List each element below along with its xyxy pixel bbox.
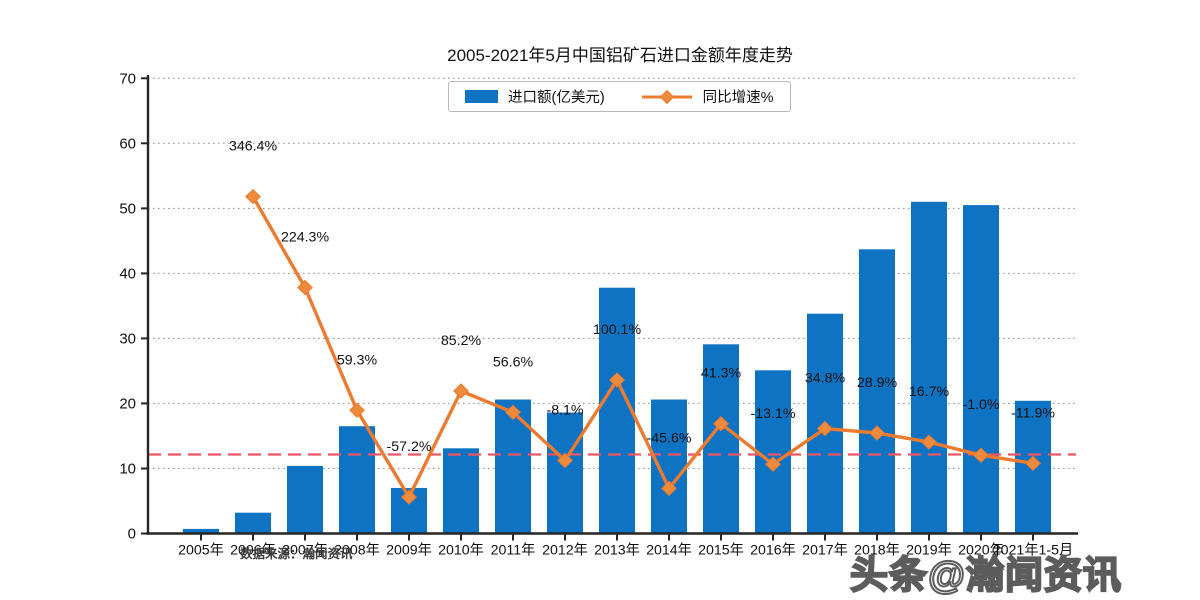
legend-item-import-amount: 进口额(亿美元) [465,86,605,107]
legend-item-growth-rate: 同比增速% [641,86,774,107]
bar [287,465,323,534]
growth-data-label: 28.9% [857,375,898,391]
bar [963,205,999,534]
growth-marker-icon [349,402,365,418]
chart-title: 2005-2021年5月中国铝矿石进口金额年度走势 [447,46,793,65]
growth-marker-icon [817,420,833,437]
growth-marker-icon [973,447,989,463]
bar [339,426,375,534]
growth-marker-icon [713,416,729,432]
x-tick-label: 2020年 [958,543,1004,559]
bar [911,201,947,534]
growth-data-label: -13.1% [751,406,796,422]
growth-data-label: 224.3% [281,230,330,246]
y-tick-label: 10 [119,461,136,478]
growth-marker-icon [921,434,937,450]
bar [755,370,791,534]
bar-swatch-icon [465,90,498,103]
x-tick-label: 2019年 [906,543,952,559]
watermark: 头条@瀚闻资讯 [849,554,1123,598]
x-tick-label: 2016年 [750,543,796,559]
source-note: 数据来源：瀚闻资讯 [240,547,353,561]
bar [599,287,635,534]
growth-marker-icon [245,188,261,205]
bar [443,448,479,534]
growth-marker-icon [557,452,573,469]
x-tick-label: 2010年 [438,543,484,559]
x-tick-label: 2011年 [491,543,536,559]
y-tick-label: 0 [128,526,136,543]
growth-data-label: 34.8% [805,371,846,387]
growth-data-label: -8.1% [546,403,583,419]
bar [651,399,687,534]
x-tick-label: 2007年 [282,543,328,559]
growth-marker-icon [661,480,677,497]
bar [183,528,219,534]
y-tick-label: 60 [119,136,136,153]
x-tick-label: 2014年 [646,543,692,559]
growth-marker-icon [505,404,521,420]
bar [859,249,895,534]
legend-bar-label: 进口额(亿美元) [508,90,605,106]
growth-data-label: 59.3% [337,352,378,368]
x-tick-label: 2021年1-5月 [993,543,1073,559]
growth-marker-icon [401,489,417,505]
growth-data-label: 41.3% [701,366,742,382]
growth-data-label: 100.1% [593,322,642,338]
x-tick-label: 2013年 [594,543,640,559]
x-tick-label: 2006年 [230,543,276,559]
bar [235,512,271,534]
growth-data-label: 346.4% [229,139,278,155]
x-tick-label: 2008年 [334,543,380,559]
x-tick-label: 2005年 [178,543,224,559]
growth-marker-icon [765,456,781,472]
bar [547,412,583,534]
line-diamond-marker-icon [641,89,692,104]
y-tick-label: 70 [119,71,136,88]
growth-data-label: 85.2% [441,333,482,349]
y-tick-label: 40 [119,266,136,283]
x-tick-label: 2017年 [802,543,848,559]
growth-marker-icon [869,425,885,441]
growth-marker-icon [609,372,625,388]
growth-data-label: -45.6% [647,430,692,446]
x-tick-label: 2015年 [698,543,744,559]
growth-data-label: 16.7% [909,384,950,400]
x-tick-label: 2009年 [386,543,432,559]
x-tick-label: 2018年 [854,543,900,559]
growth-data-label: 56.6% [493,354,534,370]
growth-line [251,194,1035,499]
y-tick-label: 30 [119,331,136,348]
growth-data-label: -57.2% [387,439,432,455]
growth-marker-icon [1025,455,1041,471]
growth-data-label: -11.9% [1011,405,1055,421]
x-tick-label: 2012年 [542,543,588,559]
growth-marker-icon [297,279,313,296]
growth-data-label: -1.0% [962,397,999,413]
growth-marker-icon [453,383,469,399]
chart-legend: 进口额(亿美元) 同比增速% [448,81,791,112]
legend-line-label: 同比增速% [702,90,774,106]
y-tick-label: 20 [119,396,136,413]
y-tick-label: 50 [119,201,136,218]
